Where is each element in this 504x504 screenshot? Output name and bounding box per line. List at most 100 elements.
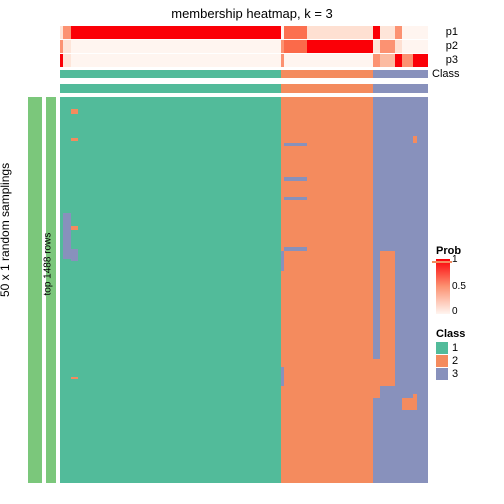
heatmap-column bbox=[373, 97, 380, 483]
heatmap-cell bbox=[284, 97, 306, 143]
left-sampling-bar bbox=[28, 97, 42, 483]
prob-row-p3 bbox=[60, 54, 428, 67]
prob-seg bbox=[395, 40, 402, 53]
prob-marker-line bbox=[432, 261, 452, 263]
class-legend-item: 1 bbox=[436, 342, 465, 354]
prob-row-label: p2 bbox=[446, 40, 458, 52]
heatmap-cell bbox=[373, 359, 380, 398]
prob-seg bbox=[284, 26, 306, 39]
prob-seg bbox=[380, 40, 395, 53]
class-band-seg bbox=[281, 84, 373, 93]
heatmap-cell bbox=[402, 398, 413, 410]
prob-seg bbox=[373, 26, 380, 39]
heatmap-cell bbox=[395, 97, 402, 483]
heatmap-column bbox=[78, 97, 280, 483]
heatmap-cell bbox=[284, 146, 306, 177]
heatmap-column bbox=[284, 97, 306, 483]
heatmap-cell bbox=[71, 141, 78, 226]
class-legend-label: 3 bbox=[452, 368, 458, 380]
prob-seg bbox=[395, 26, 402, 39]
prob-seg bbox=[402, 26, 428, 39]
chart-title: membership heatmap, k = 3 bbox=[0, 6, 504, 21]
class-seg bbox=[373, 70, 428, 78]
membership-heatmap bbox=[60, 97, 428, 483]
heatmap-cell bbox=[380, 386, 395, 483]
prob-seg bbox=[71, 40, 281, 53]
heatmap-cell bbox=[71, 249, 78, 261]
heatmap-column bbox=[402, 97, 413, 483]
prob-seg bbox=[380, 26, 395, 39]
class-legend: Class 123 bbox=[436, 328, 465, 381]
heatmap-column bbox=[307, 97, 373, 483]
class-legend-title: Class bbox=[436, 328, 465, 340]
left-label-rows: top 1488 rows bbox=[43, 233, 54, 296]
prob-row-p2 bbox=[60, 40, 428, 53]
heatmap-column bbox=[380, 97, 395, 483]
class-swatch bbox=[436, 368, 448, 380]
prob-seg bbox=[63, 26, 71, 39]
prob-seg bbox=[380, 54, 395, 67]
heatmap-cell bbox=[78, 97, 280, 483]
heatmap-cell bbox=[417, 97, 428, 483]
prob-seg bbox=[395, 54, 402, 67]
heatmap-cell bbox=[284, 181, 306, 196]
heatmap-cell bbox=[284, 200, 306, 246]
prob-seg bbox=[373, 40, 380, 53]
prob-seg bbox=[63, 54, 71, 67]
prob-row-label: p3 bbox=[446, 54, 458, 66]
prob-seg bbox=[307, 40, 373, 53]
heatmap-cell bbox=[63, 213, 71, 259]
class-band-seg bbox=[60, 84, 281, 93]
prob-row-label: p1 bbox=[446, 26, 458, 38]
heatmap-cell bbox=[63, 259, 71, 483]
heatmap-cell bbox=[71, 261, 78, 377]
class-swatch bbox=[436, 355, 448, 367]
heatmap-column bbox=[63, 97, 71, 483]
prob-seg bbox=[402, 54, 413, 67]
prob-gradient: 10.50 bbox=[436, 259, 450, 314]
class-seg bbox=[281, 70, 373, 78]
prob-seg bbox=[413, 54, 428, 67]
prob-tick: 0.5 bbox=[452, 281, 466, 292]
heatmap-cell bbox=[373, 398, 380, 483]
heatmap-cell bbox=[402, 410, 413, 483]
left-label-samplings: 50 x 1 random samplings bbox=[0, 163, 12, 297]
class-legend-item: 2 bbox=[436, 355, 465, 367]
class-seg bbox=[60, 70, 281, 78]
prob-seg bbox=[402, 40, 428, 53]
prob-legend: Prob 10.50 bbox=[436, 245, 461, 314]
class-legend-item: 3 bbox=[436, 368, 465, 380]
prob-seg bbox=[284, 40, 306, 53]
prob-seg bbox=[307, 26, 373, 39]
prob-row-p1 bbox=[60, 26, 428, 39]
heatmap-cell bbox=[373, 97, 380, 359]
heatmap-cell bbox=[71, 379, 78, 483]
class-band-seg bbox=[373, 84, 428, 93]
heatmap-cell bbox=[380, 251, 395, 386]
heatmap-cell bbox=[402, 97, 413, 398]
heatmap-cell bbox=[71, 114, 78, 137]
prob-seg bbox=[373, 54, 380, 67]
prob-seg bbox=[63, 40, 71, 53]
class-annotation-row bbox=[60, 70, 428, 78]
heatmap-cell bbox=[71, 97, 78, 109]
class-legend-label: 1 bbox=[452, 342, 458, 354]
class-row-label: Class bbox=[432, 68, 460, 80]
prob-seg bbox=[284, 54, 372, 67]
heatmap-column bbox=[395, 97, 402, 483]
prob-tick: 1 bbox=[452, 254, 458, 265]
heatmap-cell bbox=[284, 251, 306, 483]
prob-seg bbox=[71, 26, 89, 39]
heatmap-column bbox=[71, 97, 78, 483]
class-legend-label: 2 bbox=[452, 355, 458, 367]
prob-seg bbox=[71, 54, 281, 67]
prob-annotation-rows: p1p2p3 bbox=[60, 26, 428, 68]
heatmap-cell bbox=[380, 97, 395, 251]
class-swatch bbox=[436, 342, 448, 354]
prob-seg bbox=[89, 26, 280, 39]
heatmap-cell bbox=[71, 230, 78, 249]
heatmap-cell bbox=[63, 97, 71, 213]
class-band-top bbox=[60, 84, 428, 93]
heatmap-column bbox=[417, 97, 428, 483]
heatmap-cell bbox=[307, 97, 373, 483]
